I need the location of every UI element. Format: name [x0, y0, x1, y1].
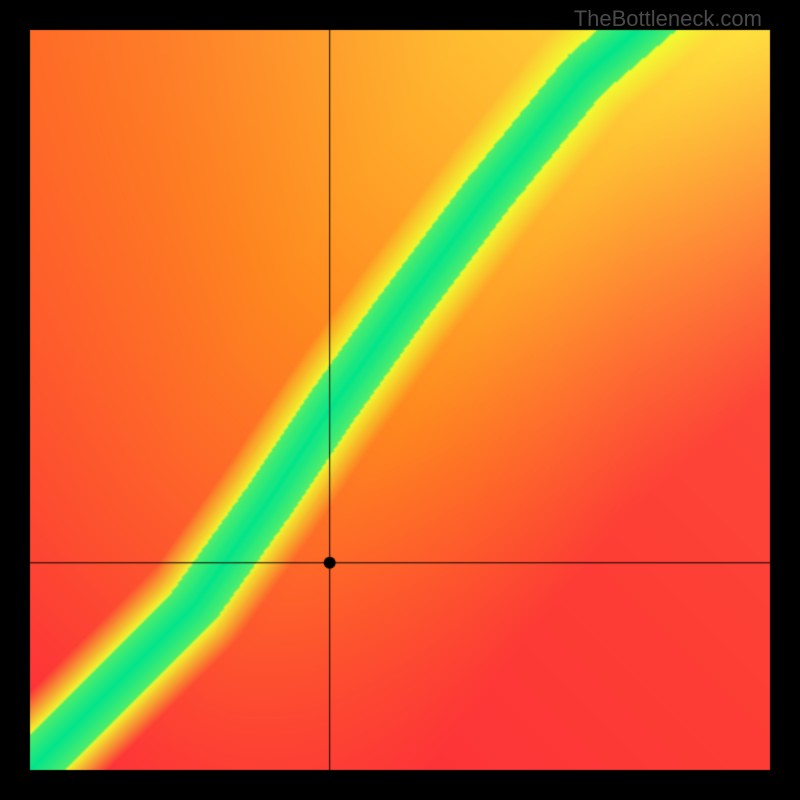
- watermark-text: TheBottleneck.com: [574, 6, 762, 32]
- bottleneck-heatmap-canvas: [0, 0, 800, 800]
- chart-container: TheBottleneck.com: [0, 0, 800, 800]
